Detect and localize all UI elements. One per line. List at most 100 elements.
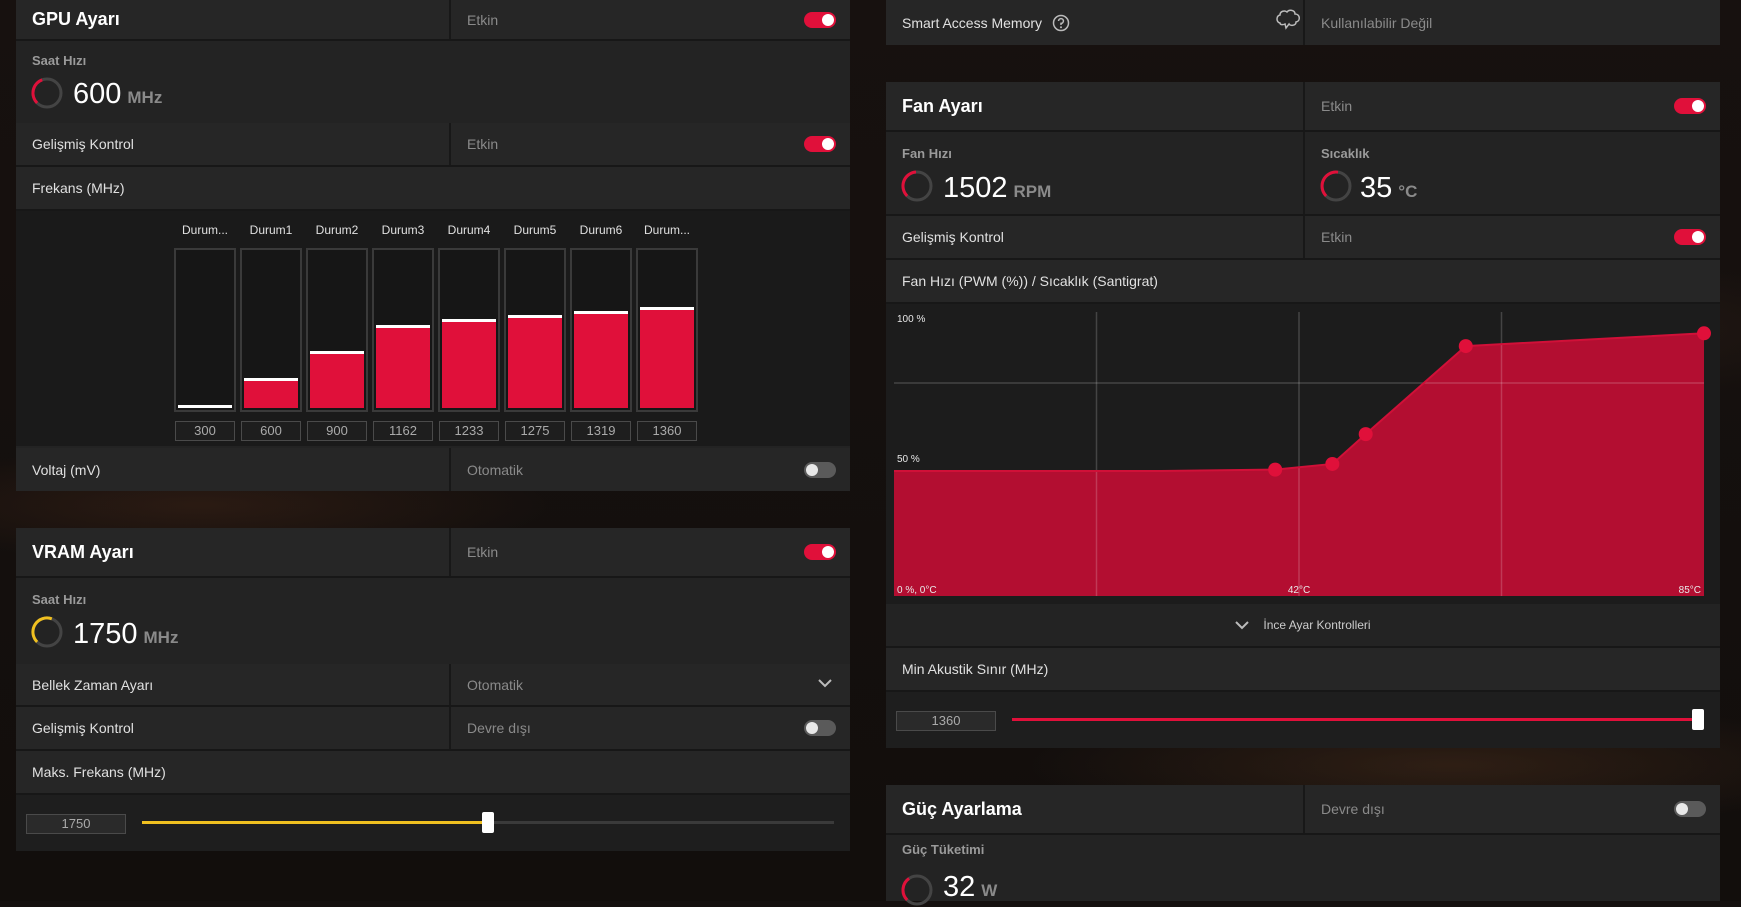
gpu-state-handle[interactable]: [310, 351, 364, 354]
vram-advanced-toggle[interactable]: [804, 720, 836, 736]
gpu-state-slider[interactable]: [438, 248, 500, 412]
toggle-knob: [806, 722, 818, 734]
gpu-state-slider[interactable]: [240, 248, 302, 412]
gpu-state-slider[interactable]: [306, 248, 368, 412]
gpu-state-handle[interactable]: [442, 319, 496, 322]
fan-temp-cell: Sıcaklık 35 °C: [1303, 132, 1720, 214]
min-acoustic-input[interactable]: 1360: [896, 711, 996, 731]
gpu-state-value[interactable]: 1275: [505, 421, 565, 441]
gpu-advanced-toggle[interactable]: [804, 136, 836, 152]
gpu-state-value[interactable]: 300: [175, 421, 235, 441]
gpu-state-slider[interactable]: [570, 248, 632, 412]
gpu-enable-toggle[interactable]: [804, 11, 836, 28]
vram-memory-timing-dropdown[interactable]: Otomatik: [449, 664, 850, 705]
vram-slider-thumb[interactable]: [482, 812, 494, 833]
toggle-knob: [1692, 231, 1704, 243]
gpu-state-value[interactable]: 1319: [571, 421, 631, 441]
gpu-state-value[interactable]: 1162: [373, 421, 433, 441]
gpu-state-label: Durum2: [315, 223, 359, 237]
gpu-state-handle[interactable]: [640, 307, 694, 310]
fan-readout-row: Fan Hızı 1502 RPM Sıcaklık 35 °C: [886, 132, 1720, 216]
fine-tune-row[interactable]: İnce Ayar Kontrolleri: [886, 604, 1720, 648]
gpu-state-handle[interactable]: [574, 311, 628, 314]
gpu-advanced-status-cell: Etkin: [449, 123, 850, 165]
fan-speed-gauge-icon: [901, 170, 933, 202]
toggle-knob: [806, 463, 818, 476]
toggle-knob: [822, 138, 834, 150]
gpu-state-value[interactable]: 600: [241, 421, 301, 441]
fan-advanced-label: Gelişmiş Kontrol: [902, 229, 1004, 245]
gpu-clock-gauge-icon: [31, 77, 63, 109]
chart-control-point[interactable]: [1268, 462, 1283, 477]
gpu-header-row: GPU Ayarı Etkin: [16, 0, 850, 41]
vram-clock-readout: 1750 MHz: [73, 618, 178, 651]
gpu-state-label: Durum1: [249, 223, 293, 237]
gpu-status-text: Etkin: [467, 11, 499, 28]
gpu-clock-label: Saat Hızı: [32, 53, 87, 68]
fan-status-text: Etkin: [1321, 98, 1353, 114]
chart-x-mid-label: 42°C: [1288, 585, 1310, 596]
chevron-down-icon: [818, 679, 832, 688]
power-consumption-value: 32: [943, 871, 976, 903]
vram-slider-track[interactable]: [142, 812, 834, 833]
vram-enable-toggle[interactable]: [804, 544, 836, 560]
fine-tune-label: İnce Ayar Kontrolleri: [1263, 618, 1371, 632]
sam-label: Smart Access Memory: [902, 14, 1043, 31]
gpu-state-fill: [442, 322, 496, 408]
fan-speed-label: Fan Hızı: [902, 146, 952, 161]
gpu-state-handle[interactable]: [376, 325, 430, 328]
chart-x-max-label: 85°C: [1679, 585, 1701, 596]
gpu-frequency-row: Frekans (MHz): [16, 167, 850, 211]
gpu-state-value[interactable]: 1233: [439, 421, 499, 441]
vram-status-cell: Etkin: [449, 528, 850, 576]
min-acoustic-slider-thumb[interactable]: [1692, 709, 1704, 730]
fan-curve-chart[interactable]: 100 % 50 % 0 %, 0°C 42°C 85°C: [894, 304, 1714, 604]
gpu-state-handle[interactable]: [178, 405, 232, 408]
gpu-state-label: Durum5: [513, 223, 557, 237]
gpu-voltage-toggle[interactable]: [804, 461, 836, 478]
fan-temp-readout: 35 °C: [1360, 172, 1417, 205]
gpu-state-label: Durum...: [643, 223, 690, 237]
toggle-knob: [1692, 100, 1704, 112]
vram-max-frequency-input[interactable]: 1750: [26, 814, 126, 834]
sam-row: Smart Access Memory Kullanılabilir Değil: [886, 0, 1720, 45]
fan-enable-toggle[interactable]: [1674, 98, 1706, 114]
gpu-states-container: Durum... 300 Durum1 600 Durum2 900 Durum3 1162 D…: [16, 0, 850, 491]
power-enable-toggle[interactable]: [1674, 801, 1706, 817]
gpu-state-handle[interactable]: [508, 315, 562, 318]
fan-temp-label: Sıcaklık: [1321, 146, 1370, 161]
gpu-state-value[interactable]: 900: [307, 421, 367, 441]
gpu-state-value[interactable]: 1360: [637, 421, 697, 441]
vram-clock-label: Saat Hızı: [32, 592, 87, 607]
chart-control-point[interactable]: [1458, 339, 1473, 354]
vram-header-row: VRAM Ayarı Etkin: [16, 528, 850, 578]
min-acoustic-row: Min Akustik Sınır (MHz): [886, 648, 1720, 692]
fan-advanced-toggle[interactable]: [1674, 229, 1706, 245]
fan-curve-label: Fan Hızı (PWM (%)) / Sıcaklık (Santigrat…: [902, 273, 1158, 289]
chart-control-point[interactable]: [1325, 456, 1340, 471]
vram-slider-fill: [142, 821, 488, 824]
vram-max-frequency-row: Maks. Frekans (MHz): [16, 751, 850, 795]
power-consumption-readout: 32 W: [943, 871, 997, 904]
vram-max-frequency-label: Maks. Frekans (MHz): [32, 764, 166, 780]
fine-tune-toggle[interactable]: İnce Ayar Kontrolleri: [886, 604, 1720, 646]
min-acoustic-label: Min Akustik Sınır (MHz): [902, 661, 1049, 677]
chart-control-point[interactable]: [1358, 427, 1373, 442]
gpu-status-cell: Etkin: [449, 0, 850, 39]
gpu-state-slider[interactable]: [174, 248, 236, 412]
gpu-state-slider[interactable]: [636, 248, 698, 412]
gpu-state-slider[interactable]: [372, 248, 434, 412]
fan-header-row: Fan Ayarı Etkin: [886, 82, 1720, 132]
gpu-state-fill: [640, 310, 694, 408]
gpu-voltage-status: Otomatik: [467, 461, 524, 478]
gpu-state-slider[interactable]: [504, 248, 566, 412]
fan-curve-label-row: Fan Hızı (PWM (%)) / Sıcaklık (Santigrat…: [886, 260, 1720, 304]
gpu-state-fill: [376, 328, 430, 408]
gpu-clock-readout: 600 MHz: [73, 78, 162, 111]
power-consumption-label: Güç Tüketimi: [902, 842, 985, 857]
power-status-text: Devre dışı: [1321, 801, 1385, 817]
min-acoustic-slider-track[interactable]: [1012, 709, 1704, 730]
chart-control-point[interactable]: [1697, 326, 1711, 341]
help-icon[interactable]: [1052, 14, 1070, 32]
gpu-state-handle[interactable]: [244, 378, 298, 381]
